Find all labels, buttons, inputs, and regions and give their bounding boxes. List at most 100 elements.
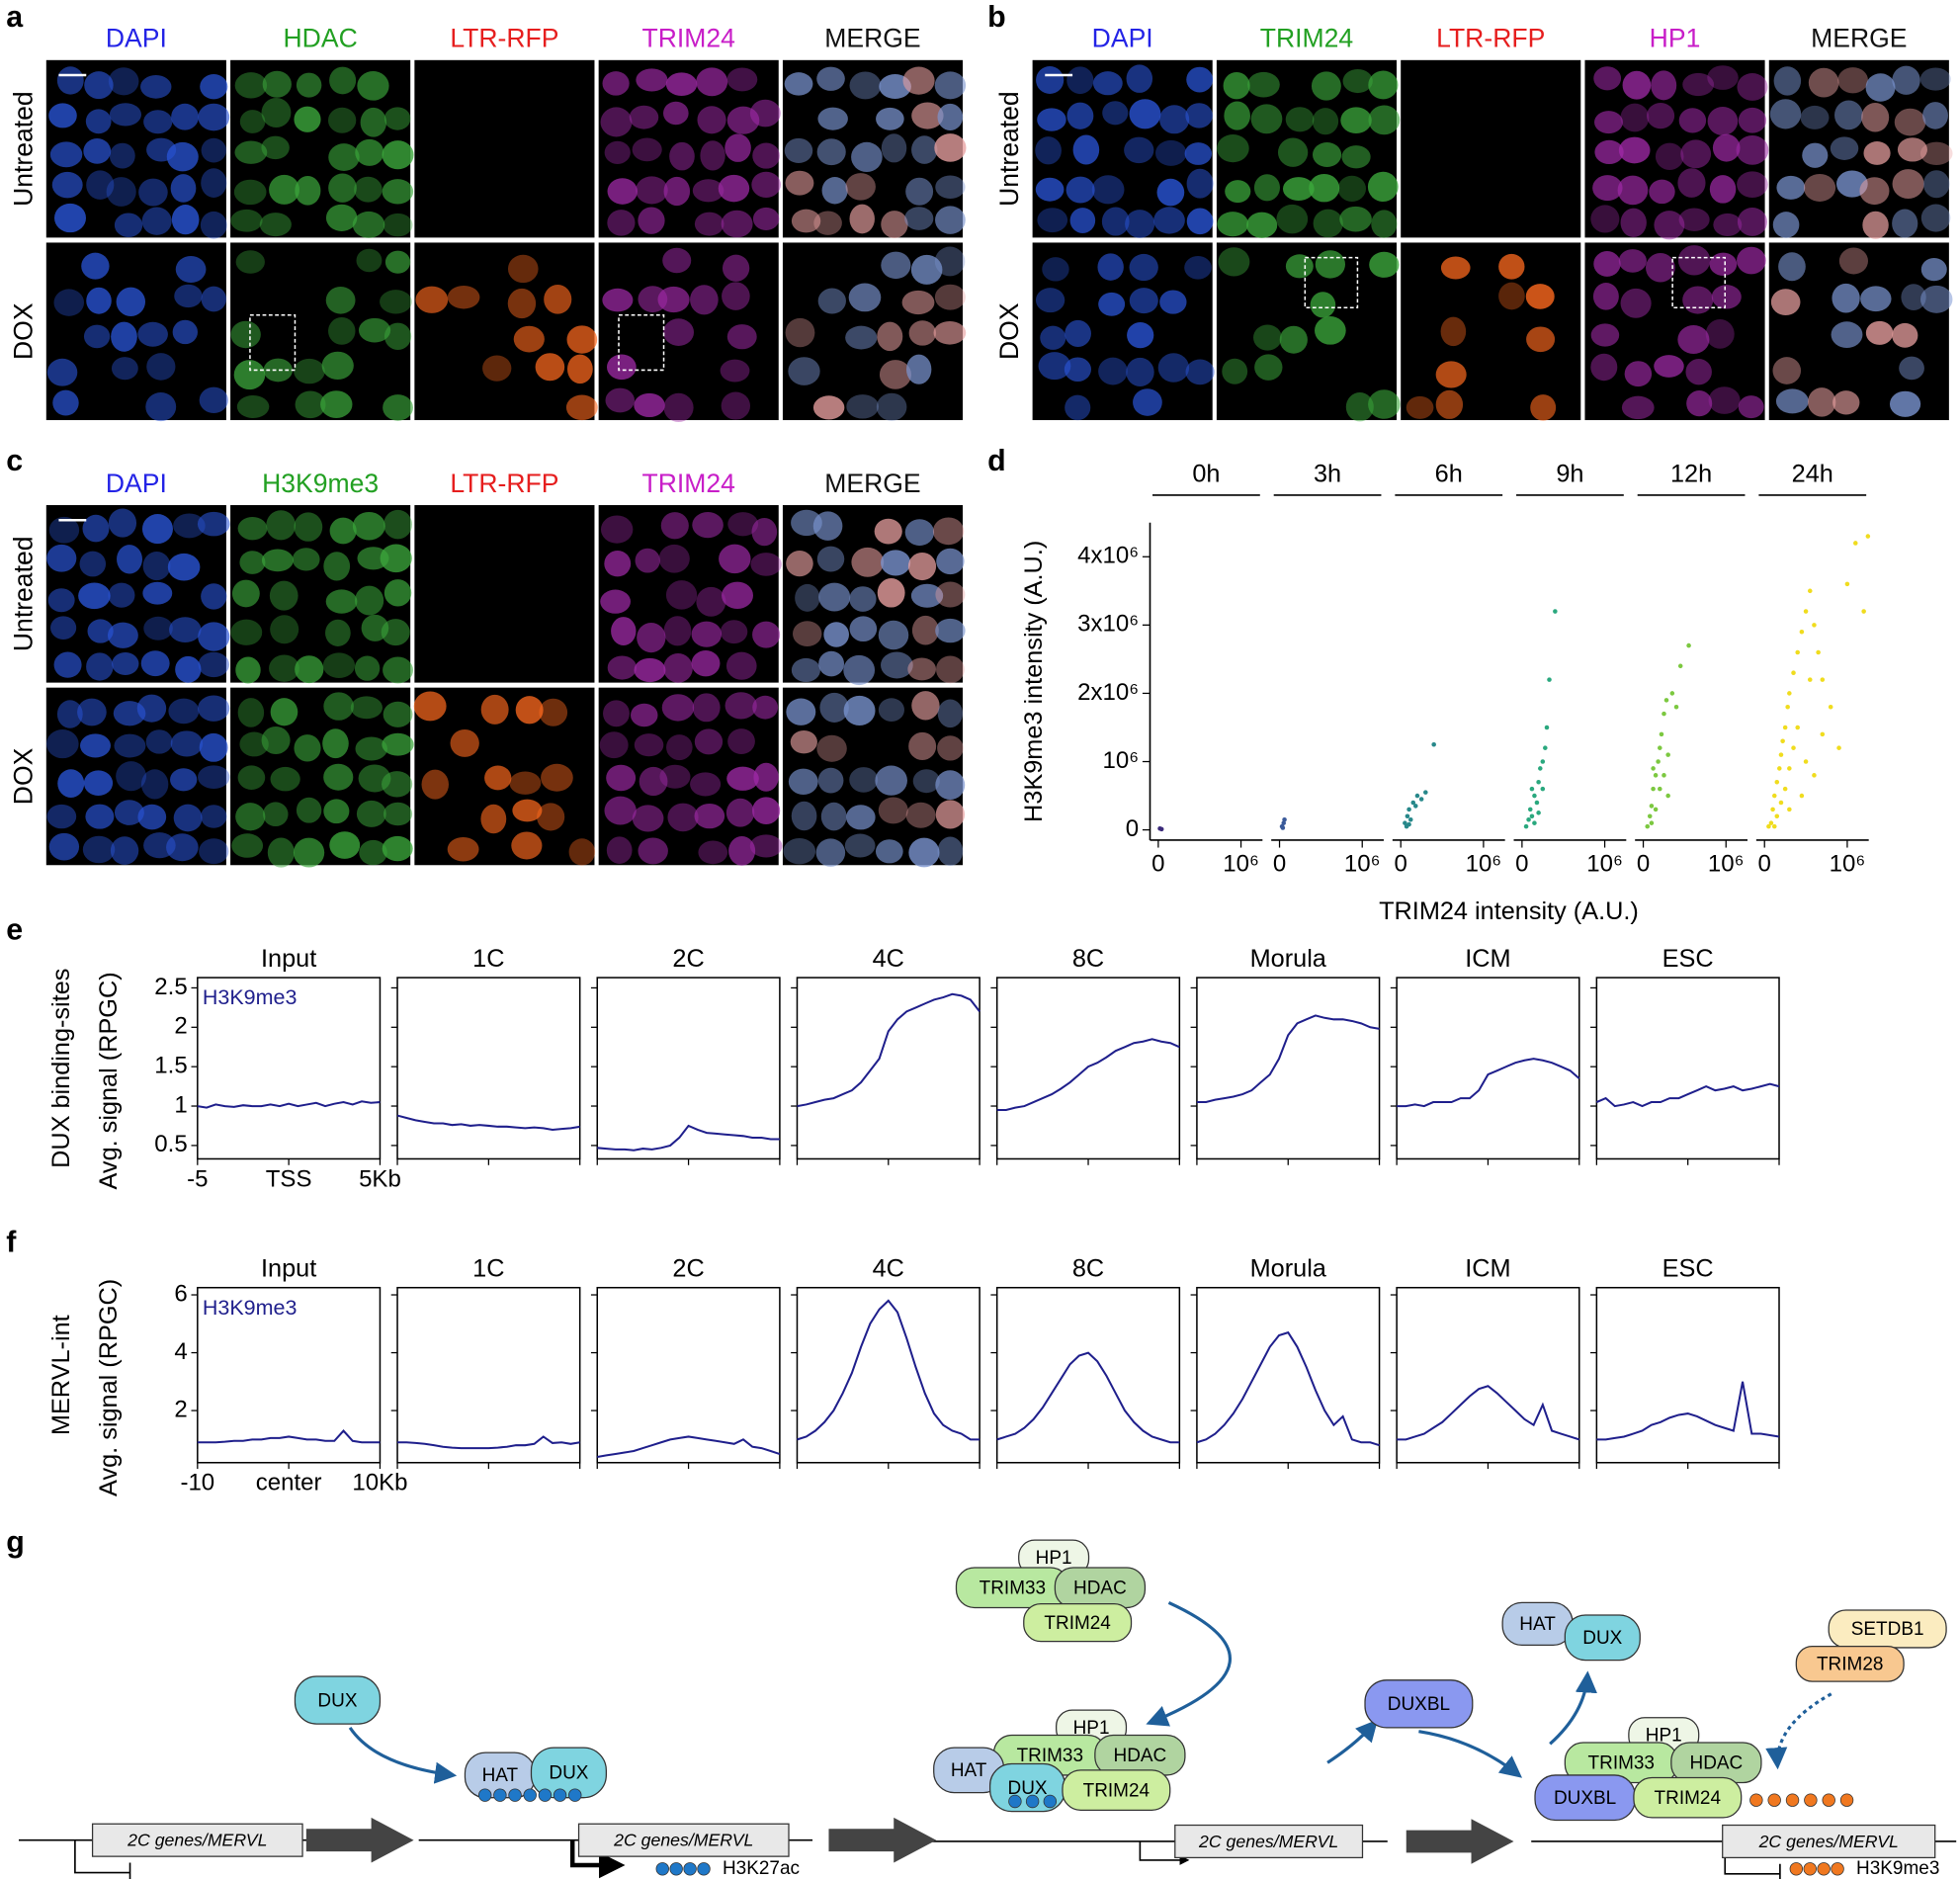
nucleus <box>1651 70 1677 101</box>
nucleus <box>874 518 902 545</box>
channel-header: MERGE <box>824 469 920 498</box>
nucleus <box>663 392 694 422</box>
nucleus <box>295 390 326 419</box>
nucleus <box>82 514 110 543</box>
nucleus <box>1036 66 1065 94</box>
nucleus <box>1769 99 1802 129</box>
scatter-point <box>1656 759 1661 764</box>
nucleus <box>50 616 77 640</box>
nucleus <box>172 319 198 345</box>
scatter-point <box>1774 813 1780 819</box>
nucleus <box>199 732 228 762</box>
scatter-point <box>1651 766 1656 771</box>
scatter-point <box>1536 811 1541 815</box>
nucleus <box>881 251 911 280</box>
process-arrow <box>1765 1692 1832 1770</box>
nucleus <box>820 802 847 831</box>
nucleus <box>359 839 387 866</box>
nucleus <box>881 133 907 163</box>
nucleus <box>750 553 782 576</box>
scatter-point <box>1768 820 1774 825</box>
nucleus <box>85 804 115 829</box>
nucleus <box>629 105 659 129</box>
scatter-point <box>1540 759 1546 764</box>
micrograph <box>1768 242 1953 421</box>
nucleus <box>1712 133 1741 162</box>
protein-label: HAT <box>482 1765 519 1786</box>
nucleus <box>355 138 384 166</box>
scatter-point <box>1532 793 1537 799</box>
scatter-point <box>1658 745 1662 750</box>
nucleus <box>327 107 357 133</box>
signal-line <box>1595 1082 1780 1108</box>
nucleus <box>109 142 135 169</box>
nucleus <box>1738 107 1767 133</box>
nucleus <box>170 768 198 792</box>
nucleus <box>233 179 267 206</box>
nucleus <box>236 394 270 419</box>
nucleus <box>383 107 411 130</box>
image-background <box>230 687 411 866</box>
nucleus <box>140 650 170 677</box>
nucleus <box>261 135 290 160</box>
nucleus <box>293 837 325 868</box>
micrograph <box>1401 242 1581 421</box>
histone-mark <box>568 1788 582 1802</box>
nucleus <box>603 700 630 727</box>
nucleus <box>1498 282 1525 310</box>
scatter-point <box>1649 820 1655 825</box>
nucleus <box>910 583 944 608</box>
protein <box>1023 1603 1133 1643</box>
nucleus <box>848 283 882 312</box>
nucleus <box>111 321 137 352</box>
nucleus <box>322 728 349 759</box>
nucleus <box>565 394 598 421</box>
plot-frame <box>1396 977 1580 1160</box>
nucleus <box>239 731 269 757</box>
nucleus <box>1129 99 1161 129</box>
nucleus <box>1157 353 1190 383</box>
nucleus <box>1865 320 1894 345</box>
nucleus <box>1655 142 1684 171</box>
nucleus <box>322 652 356 679</box>
x-tick-label: 10⁶ <box>1586 851 1623 878</box>
nucleus <box>114 213 143 238</box>
histone-mark <box>1749 1793 1763 1807</box>
nucleus <box>294 106 321 132</box>
micrograph <box>782 59 967 239</box>
gene-label: 2C genes/MERVL <box>1198 1832 1338 1851</box>
nucleus <box>604 551 632 577</box>
scatter-point <box>1771 823 1777 829</box>
nucleus <box>83 138 112 164</box>
facet-title: Morula <box>1250 1255 1327 1283</box>
nucleus <box>934 71 967 100</box>
gene-label: 2C genes/MERVL <box>1758 1832 1899 1851</box>
nucleus <box>875 765 907 796</box>
nucleus <box>1126 64 1153 93</box>
nucleus <box>1185 359 1215 385</box>
signal-line <box>1596 1381 1780 1441</box>
nucleus <box>786 698 816 726</box>
nucleus <box>539 698 568 726</box>
nucleus <box>1125 210 1155 238</box>
nucleus <box>726 766 759 791</box>
nucleus <box>845 173 876 201</box>
facet-title: 4C <box>873 1255 904 1283</box>
facet-title: ICM <box>1465 1255 1510 1283</box>
nucleus <box>117 545 142 574</box>
channel-header: H3K9me3 <box>262 469 379 498</box>
nucleus <box>261 726 291 755</box>
x-axis-label: TRIM24 intensity (A.U.) <box>1379 897 1639 925</box>
nucleus <box>230 320 261 349</box>
nucleus <box>602 71 630 96</box>
nucleus <box>936 548 965 575</box>
nucleus <box>1685 359 1712 385</box>
protein <box>1364 1679 1474 1729</box>
nucleus <box>198 695 230 722</box>
nucleus <box>270 615 299 644</box>
x-tick-label: center <box>256 1470 322 1496</box>
step-arrow <box>305 1817 414 1863</box>
nucleus <box>380 290 412 314</box>
y-tick-label: 10⁶ <box>1103 747 1140 774</box>
step-arrow <box>1406 1819 1514 1864</box>
